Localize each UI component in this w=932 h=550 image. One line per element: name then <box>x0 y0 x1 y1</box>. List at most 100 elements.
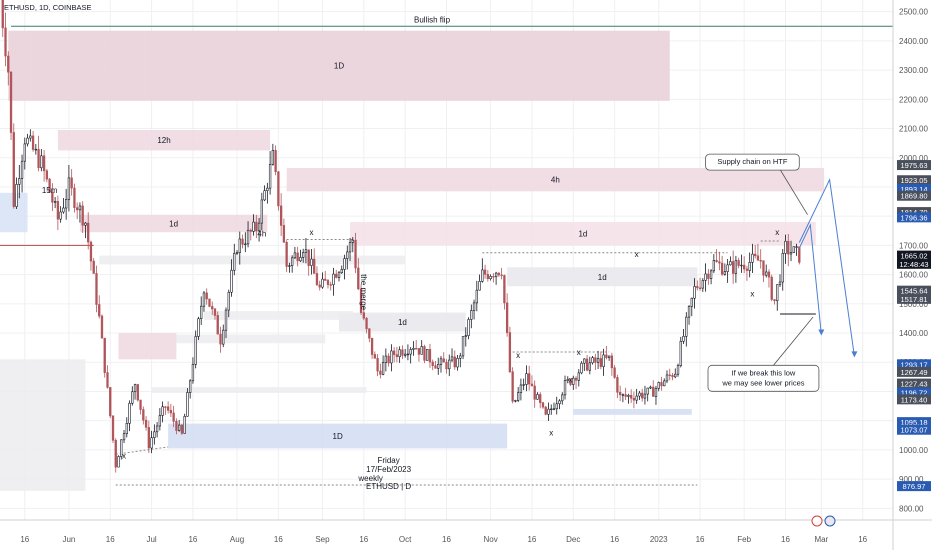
candle-body <box>621 394 625 396</box>
candle-body <box>271 150 275 165</box>
candle-body <box>500 274 503 277</box>
zone-label: 1d <box>398 318 407 327</box>
candle-body <box>720 262 724 275</box>
price-tag-label: 12:48:43 <box>899 260 928 269</box>
projection-arrow <box>798 177 855 357</box>
candle-body <box>423 346 426 361</box>
candle-body <box>668 374 671 377</box>
y-tick-label: 1000.00 <box>899 446 928 455</box>
candle-body <box>224 309 228 331</box>
candle-body <box>530 383 534 387</box>
candle-body <box>525 373 528 385</box>
candle-body <box>784 240 787 254</box>
candle-body <box>641 392 644 399</box>
candle-body <box>175 421 178 431</box>
candle-body <box>384 355 388 363</box>
candle-body <box>519 384 523 394</box>
candle-body <box>84 222 87 226</box>
symbol-title: ETHUSD, 1D, COINBASE <box>4 3 92 12</box>
candle-body <box>585 358 589 371</box>
weekly-label-line: weekly <box>357 474 382 483</box>
candle-body <box>155 425 159 433</box>
candle-body <box>605 354 608 358</box>
candle-body <box>404 353 407 356</box>
candle-body <box>29 135 32 139</box>
zone-1d-demand <box>168 423 508 449</box>
candle-body <box>781 253 784 283</box>
candle-body <box>569 379 572 385</box>
annotation-x: x <box>775 228 779 237</box>
candle-body <box>536 394 539 400</box>
candle-body <box>461 336 465 357</box>
candle-body <box>211 306 214 310</box>
candle-body <box>172 412 175 422</box>
zone-left-grey-low <box>0 359 86 491</box>
candle-body <box>707 273 710 279</box>
candle-body <box>497 272 501 276</box>
candle-body <box>128 402 131 424</box>
candle-body <box>448 359 451 370</box>
y-tick-label: 2300.00 <box>899 66 928 75</box>
zone-demand-dec <box>573 408 692 415</box>
price-tag <box>897 184 931 195</box>
candle-body <box>326 280 330 285</box>
candle-body <box>249 229 252 232</box>
candle-body <box>202 292 206 307</box>
zone-1d-supply <box>8 30 670 101</box>
x-tick-label: 16 <box>274 535 283 544</box>
candle-body <box>296 252 299 262</box>
candle-body <box>704 273 707 281</box>
candle-body <box>756 255 760 261</box>
candle-body <box>574 377 578 381</box>
merge-label: the merge <box>359 274 368 311</box>
candle-body <box>698 287 702 289</box>
candle-body <box>773 299 776 302</box>
candle-body <box>230 269 233 293</box>
y-tick-label: 1500.00 <box>899 300 928 309</box>
candle-body <box>541 402 545 408</box>
price-tag <box>897 212 931 223</box>
candle-body <box>263 190 266 201</box>
x-tick-label: Feb <box>737 535 751 544</box>
candle-body <box>351 239 354 243</box>
candle-body <box>161 406 164 416</box>
candle-body <box>233 253 236 271</box>
price-tag <box>897 250 931 261</box>
candle-body <box>23 143 26 162</box>
candle-body <box>787 240 790 255</box>
price-tag <box>897 285 931 296</box>
zone-label: 4h <box>551 176 560 185</box>
candle-body <box>114 439 117 468</box>
zone-label: 1D <box>334 62 344 71</box>
candle-body <box>324 278 327 281</box>
candle-body <box>26 137 29 145</box>
candle-body <box>18 178 21 185</box>
candle-body <box>726 264 729 272</box>
candle-body <box>92 260 95 274</box>
candle-body <box>274 150 277 173</box>
candle-body <box>98 304 101 317</box>
candle-body <box>186 392 189 417</box>
candle-body <box>144 419 148 428</box>
zone-label: 12h <box>157 136 170 145</box>
candle-body <box>596 358 600 363</box>
x-tick-label: 16 <box>696 535 705 544</box>
candle-body <box>40 155 43 169</box>
candle-body <box>712 260 716 272</box>
candle-body <box>588 362 591 371</box>
candle-body <box>125 423 128 435</box>
candle-body <box>200 305 203 320</box>
price-tag-label: 1173.40 <box>901 395 928 404</box>
x-tick-label: Jul <box>146 535 156 544</box>
callout-text: If we break this low <box>732 368 796 377</box>
candle-body <box>415 348 418 350</box>
candle-body <box>701 280 704 289</box>
candle-body <box>792 246 795 253</box>
candle-body <box>654 388 658 397</box>
candle-body <box>368 328 371 339</box>
annotation-x: x <box>122 452 126 461</box>
price-tag-label: 1545.64 <box>900 287 927 296</box>
zone-1d-grey-mid <box>339 312 466 332</box>
candle-body <box>122 433 126 441</box>
